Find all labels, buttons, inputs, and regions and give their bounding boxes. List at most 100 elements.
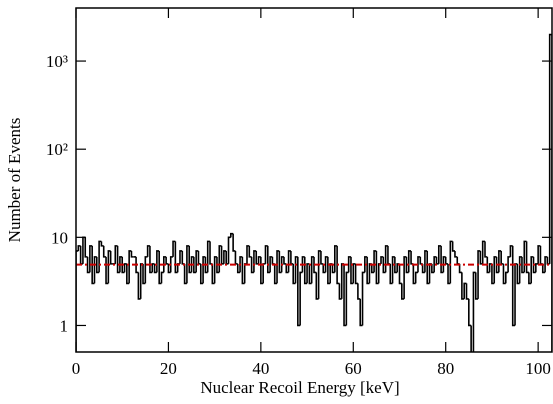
histogram-bin [204, 256, 208, 274]
histogram-bin [364, 256, 368, 273]
histogram-bin [431, 263, 435, 274]
plot-frame [75, 7, 553, 353]
histogram-bin [347, 256, 351, 273]
histogram-bin [481, 240, 485, 264]
histogram-bin [484, 241, 488, 258]
histogram-bin [119, 256, 123, 273]
histogram-bin [301, 256, 305, 273]
histogram-bin [403, 256, 407, 299]
histogram-bin [320, 250, 324, 265]
histogram-bin [449, 240, 453, 284]
histogram-bin [451, 241, 455, 252]
histogram-bin [357, 283, 361, 300]
histogram-bin [380, 256, 384, 264]
histogram-bin [174, 241, 178, 274]
histogram-bin [454, 250, 458, 258]
x-tick-label: 0 [72, 359, 81, 378]
histogram-bin [421, 263, 425, 274]
y-tick-label: 1 [60, 316, 69, 335]
histogram-bin [440, 245, 444, 274]
histogram-bin [193, 256, 197, 274]
histogram-bin [299, 271, 303, 326]
plot-area [76, 33, 552, 352]
histogram-bin [294, 256, 298, 284]
histogram-bin [530, 256, 534, 284]
histogram-bin [167, 263, 171, 274]
histogram-bin [248, 245, 252, 258]
histogram-bin [271, 256, 275, 265]
y-tick-label: 10 [51, 228, 68, 247]
histogram-bin [382, 256, 386, 274]
histogram-bin [511, 245, 516, 327]
y-axis-label: Number of Events [5, 118, 24, 243]
histogram-bin [234, 250, 238, 265]
histogram-bin [130, 250, 134, 258]
histogram-bin [521, 256, 525, 274]
histogram-bin [444, 256, 449, 265]
histogram-bin [394, 256, 398, 274]
histogram-bin [172, 240, 176, 257]
histogram-bin [336, 245, 340, 285]
histogram-bin [116, 245, 120, 274]
histogram-bin [518, 256, 522, 284]
histogram-bin [227, 236, 231, 264]
histogram-bin [410, 250, 414, 265]
histogram-bin [343, 263, 347, 327]
histogram-bin [209, 241, 213, 265]
histogram-bin [500, 250, 504, 265]
histogram-bin [236, 263, 241, 274]
histogram-bin [160, 271, 164, 284]
histogram-bin [109, 250, 113, 265]
histogram-bin [539, 245, 543, 265]
histogram-bin [377, 263, 382, 284]
x-tick-label: 100 [525, 359, 551, 378]
histogram-bin [266, 245, 271, 274]
histogram-bin [269, 256, 273, 273]
histogram-bin [442, 256, 446, 273]
histogram-bin [149, 245, 153, 274]
histogram-bin [165, 256, 169, 265]
histogram-bin [414, 271, 418, 284]
histogram-bin [76, 250, 79, 352]
histogram-bin [169, 256, 174, 273]
histogram-bin [391, 256, 395, 284]
x-tick-label: 40 [252, 359, 269, 378]
histogram-bin [102, 245, 107, 258]
histogram-bin [544, 256, 548, 273]
histogram-bin [93, 256, 97, 284]
histogram-bin [250, 256, 254, 274]
histogram-bin [100, 241, 104, 247]
histogram-bin [525, 241, 529, 274]
histogram-bin [243, 263, 247, 284]
y-tick-label: 10² [46, 140, 68, 159]
histogram-bin [216, 256, 220, 274]
histogram-bin [84, 237, 88, 258]
histogram-bin [370, 263, 375, 274]
histogram-bin [479, 250, 483, 265]
histogram-bin [345, 271, 349, 326]
histogram-bin [232, 233, 236, 252]
x-tick-label: 20 [160, 359, 177, 378]
histogram-bin [523, 240, 527, 273]
histogram-bin [239, 256, 243, 273]
histogram-bin [181, 250, 185, 265]
histogram-bin [354, 263, 358, 285]
histogram-bin [280, 256, 284, 273]
histogram-bin [405, 256, 409, 274]
histogram-bin [465, 283, 469, 300]
histogram-bin [257, 256, 261, 264]
histogram-bin [283, 256, 287, 265]
histogram-bin [535, 263, 539, 273]
histogram-bin [190, 256, 194, 273]
histogram-bin [331, 263, 335, 274]
x-tick-label: 80 [437, 359, 454, 378]
histogram-bin [290, 250, 294, 265]
y-tick-label: 10³ [46, 52, 68, 71]
histogram-bin [468, 298, 472, 327]
histogram-bin [98, 240, 102, 273]
histogram-bin [456, 256, 460, 265]
histogram-bin [398, 263, 402, 285]
histogram-bin [163, 256, 167, 273]
histogram-bin [419, 256, 423, 265]
histogram-bin [541, 263, 546, 274]
